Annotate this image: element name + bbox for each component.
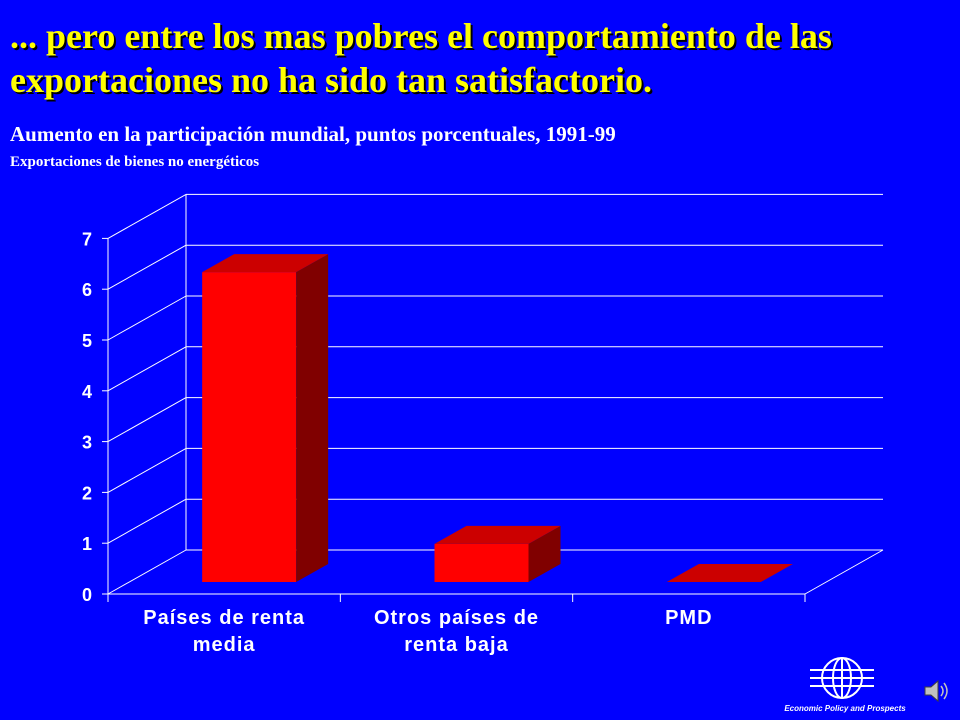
- y-tick-label: 0: [82, 585, 92, 605]
- x-tick-label: Otros países de: [374, 607, 539, 629]
- bar-top: [202, 254, 329, 273]
- grid-diagonal: [107, 244, 187, 290]
- y-tick-label: 2: [82, 483, 92, 503]
- floor-edge: [804, 549, 884, 595]
- logo-caption: Economic Policy and Prospects: [784, 704, 906, 713]
- grid-diagonal: [107, 193, 187, 239]
- y-tick-label: 3: [82, 433, 92, 453]
- grid-diagonal: [107, 447, 187, 493]
- bar: [202, 272, 297, 582]
- grid-diagonal: [107, 397, 187, 443]
- bar-side: [528, 525, 561, 582]
- logo: Economic Policy and Prospects: [770, 656, 920, 720]
- y-tick-label: 1: [82, 534, 92, 554]
- y-tick-label: 6: [82, 280, 92, 300]
- x-tick-label: media: [193, 634, 256, 656]
- bar-side: [296, 254, 329, 582]
- x-tick-label: renta baja: [404, 634, 508, 656]
- speaker-icon[interactable]: [922, 676, 950, 706]
- grid-diagonal: [107, 549, 187, 595]
- bar-top: [666, 564, 793, 582]
- chart-subtitle: Aumento en la participación mundial, pun…: [10, 122, 616, 146]
- bar: [434, 543, 529, 582]
- grid-diagonal: [107, 498, 187, 544]
- slide-title: ... pero entre los mas pobres el comport…: [10, 16, 832, 100]
- chart-subtitle-secondary: Exportaciones de bienes no energéticos: [10, 154, 260, 170]
- bar-top: [434, 525, 561, 544]
- y-tick-label: 5: [82, 331, 92, 351]
- x-tick-label: PMD: [665, 607, 712, 629]
- grid-diagonal: [107, 346, 187, 392]
- x-tick-label: Países de renta: [143, 607, 305, 629]
- y-tick-label: 7: [82, 229, 92, 249]
- y-tick-label: 4: [82, 382, 92, 402]
- globe-icon: [810, 657, 874, 699]
- grid-diagonal: [107, 295, 187, 341]
